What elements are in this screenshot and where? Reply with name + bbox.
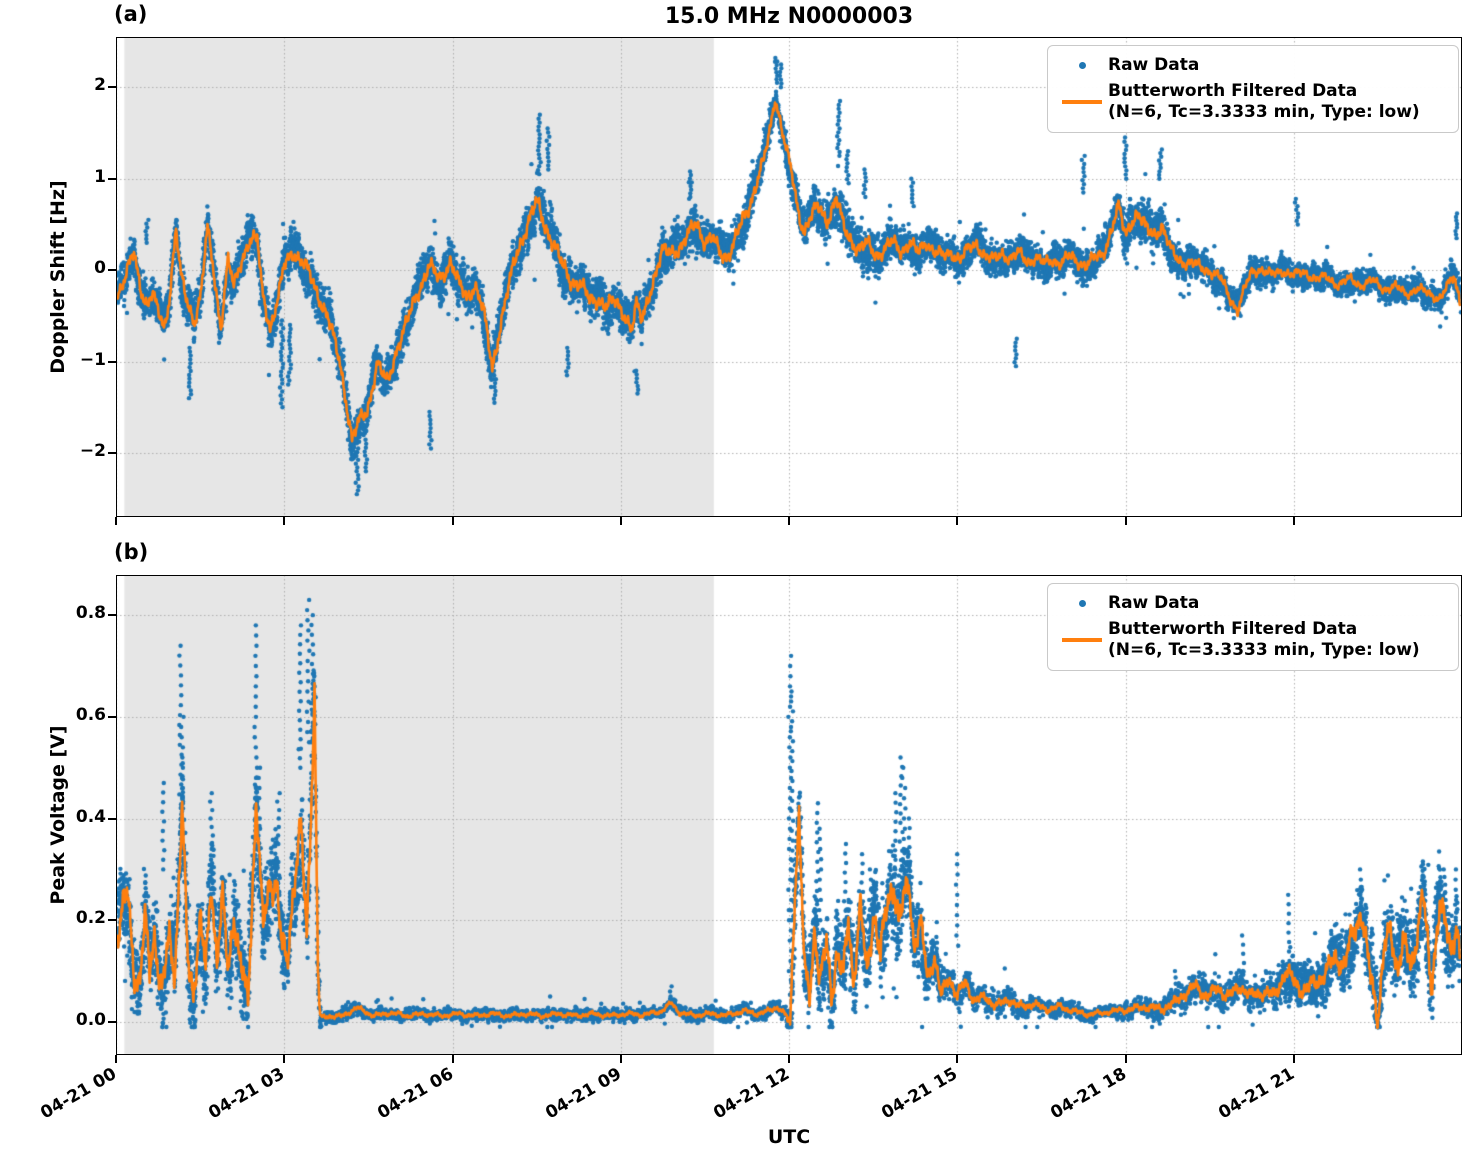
legend-filtered-line2: (N=6, Tc=3.3333 min, Type: low) (1108, 640, 1420, 660)
panel-a-label: (a) (114, 2, 148, 26)
panel-a-xtick-mark (283, 517, 286, 525)
panel-b-ytick-mark (108, 715, 116, 718)
panel-a-ytick-mark (108, 269, 116, 272)
panel-b-ytick-label: 0.6 (75, 704, 106, 725)
x-axis-label: UTC (767, 1126, 811, 1148)
x-axis-tick-label: 04-21 18 (1046, 1064, 1130, 1124)
panel-a-ytick-label: 1 (94, 166, 106, 187)
panel-b-ytick-label: 0.8 (75, 603, 106, 624)
legend-filtered-line2: (N=6, Tc=3.3333 min, Type: low) (1108, 102, 1420, 122)
chart-title: 15.0 MHz N0000003 (664, 4, 914, 29)
panel-a-xtick-mark (1124, 517, 1127, 525)
x-axis-tick-label: 04-21 21 (1215, 1064, 1298, 1124)
panel-a-ytick-mark (108, 452, 116, 454)
panel-b-xtick-mark (619, 1055, 622, 1063)
legend-filtered-label: Butterworth Filtered Data (N=6, Tc=3.333… (1108, 619, 1420, 661)
panel-a-xtick-mark (956, 517, 959, 525)
panel-a-xtick-mark (788, 517, 790, 525)
legend-filtered-entry: Butterworth Filtered Data (N=6, Tc=3.333… (1056, 81, 1448, 123)
panel-b-ytick-label: 0.4 (75, 806, 106, 827)
legend-filtered-entry: Butterworth Filtered Data (N=6, Tc=3.333… (1056, 619, 1448, 661)
panel-a-xtick-mark (115, 517, 117, 525)
legend-raw-entry: Raw Data (1056, 55, 1448, 76)
raw-data-marker-icon (1056, 600, 1108, 607)
legend-raw-entry: Raw Data (1056, 593, 1448, 614)
panel-a-ytick-label: −1 (79, 349, 106, 370)
panel-b-xtick-mark (1124, 1055, 1127, 1063)
panel-b-xtick-mark (788, 1055, 790, 1063)
panel-a-ytick-mark (108, 177, 116, 180)
legend-filtered-line1: Butterworth Filtered Data (1108, 619, 1358, 639)
panel-b-ytick-label: 0.0 (75, 1009, 106, 1030)
panel-a-xtick-mark (619, 517, 622, 525)
panel-b-xtick-mark (115, 1055, 117, 1063)
panel-a-ytick-label: −2 (79, 441, 106, 461)
filtered-line-swatch-icon (1056, 100, 1108, 104)
panel-a-ytick-mark (108, 360, 116, 363)
x-axis-tick-label: 04-21 12 (710, 1064, 793, 1124)
x-axis-tick-label: 04-21 15 (878, 1064, 962, 1124)
panel-b-xtick-mark (283, 1055, 286, 1063)
panel-a-legend: Raw Data Butterworth Filtered Data (N=6,… (1047, 45, 1459, 133)
x-axis-tick-label: 04-21 00 (37, 1064, 120, 1124)
legend-raw-label: Raw Data (1108, 593, 1200, 613)
panel-b-ytick-mark (108, 817, 116, 820)
panel-b-xtick-mark (956, 1055, 959, 1063)
raw-data-marker-icon (1056, 62, 1108, 69)
panel-a-ytick-label: 2 (94, 75, 106, 96)
panel-b-ytick-mark (108, 614, 116, 617)
panel-a-xtick-mark (1292, 517, 1295, 525)
filtered-line-swatch-icon (1056, 638, 1108, 642)
panel-b-ytick-mark (108, 919, 116, 922)
legend-filtered-line1: Butterworth Filtered Data (1108, 81, 1358, 101)
panel-b-ytick-mark (108, 1020, 116, 1023)
panel-a-xtick-mark (451, 517, 454, 525)
legend-filtered-label: Butterworth Filtered Data (N=6, Tc=3.333… (1108, 81, 1420, 123)
panel-b-xtick-mark (1292, 1055, 1295, 1063)
panel-b-ytick-label: 0.2 (75, 908, 106, 929)
panel-b-label: (b) (114, 540, 149, 564)
panel-b-legend: Raw Data Butterworth Filtered Data (N=6,… (1047, 583, 1459, 671)
x-axis-tick-label: 04-21 09 (542, 1064, 625, 1124)
x-axis-tick-label: 04-21 06 (373, 1064, 457, 1124)
panel-a-ytick-label: 0 (94, 258, 106, 279)
panel-a-ytick-mark (108, 86, 116, 89)
panel-b-xtick-mark (451, 1055, 454, 1063)
x-axis-tick-label: 04-21 03 (205, 1064, 289, 1124)
legend-raw-label: Raw Data (1108, 55, 1200, 75)
